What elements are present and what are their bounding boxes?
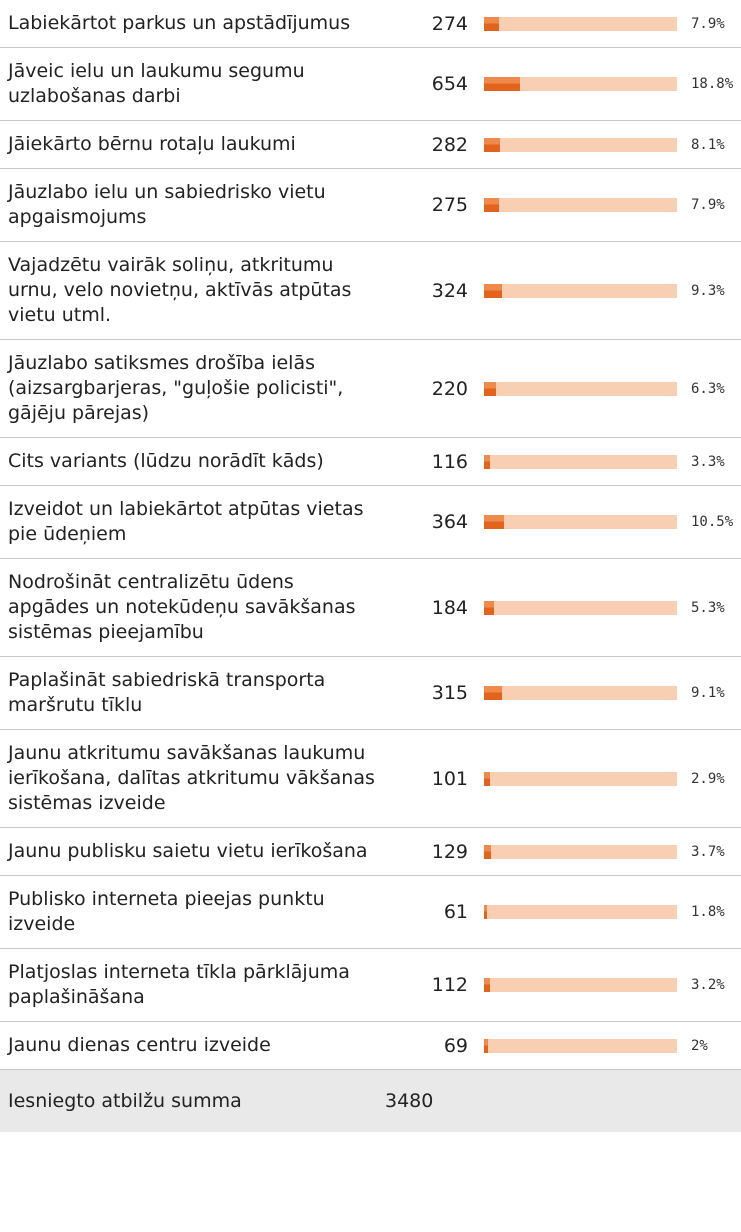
bar-fill — [484, 515, 505, 529]
bar-fill — [484, 844, 492, 859]
footer-row: Iesniegto atbilžu summa 3480 — [0, 1070, 741, 1132]
option-count: 116 — [431, 450, 468, 473]
bar-fill — [484, 16, 500, 31]
bar-track — [484, 978, 677, 992]
option-percent: 8.1% — [691, 136, 725, 153]
option-label: Platjoslas interneta tīkla pārklājuma pa… — [8, 961, 350, 1008]
option-percent: 3.2% — [691, 977, 725, 993]
bar-track — [484, 515, 677, 529]
bar-track — [484, 1038, 677, 1053]
option-label: Jaunu atkritumu savākšanas laukumu ierīk… — [8, 742, 375, 814]
bar-track — [484, 16, 677, 31]
option-count: 101 — [431, 767, 468, 790]
option-percent: 5.3% — [691, 599, 725, 616]
result-row: Jāiekārto bērnu rotaļu laukumi 282 8.1% — [0, 121, 741, 169]
result-row: Nodrošināt centralizētu ūdens apgādes un… — [0, 559, 741, 657]
option-label: Jaunu publisku saietu vietu ierīkošana — [8, 840, 368, 862]
option-label: Nodrošināt centralizētu ūdens apgādes un… — [8, 571, 356, 643]
option-count: 324 — [431, 279, 468, 302]
bar-track — [484, 844, 677, 859]
option-count: 654 — [431, 73, 468, 95]
bar-fill — [484, 77, 521, 91]
result-row: Labiekārtot parkus un apstādījumus 274 7.9… — [0, 0, 741, 48]
bar-track — [484, 283, 677, 298]
option-label: Vajadzētu vairāk soliņu, atkritumu urnu,… — [8, 254, 352, 326]
option-label: Jāiekārto bērnu rotaļu laukumi — [8, 133, 296, 155]
option-count: 129 — [431, 840, 468, 863]
option-percent: 6.3% — [691, 380, 725, 397]
option-label: Paplašināt sabiedriskā transporta maršru… — [8, 669, 326, 716]
results-table: Labiekārtot parkus un apstādījumus 274 7.9… — [0, 0, 741, 1070]
option-label: Jāveic ielu un laukumu segumu uzlabošana… — [8, 60, 305, 107]
option-percent: 18.8% — [691, 76, 734, 92]
option-percent: 2.9% — [691, 770, 725, 787]
bar-track — [484, 77, 677, 91]
option-label: Jāuzlabo satiksmes drošība ielās (aizsar… — [8, 352, 344, 424]
result-row: Platjoslas interneta tīkla pārklājuma pa… — [0, 949, 741, 1022]
option-percent: 10.5% — [691, 514, 734, 530]
result-row: Cits variants (lūdzu norādīt kāds) 116 3.3… — [0, 438, 741, 486]
option-percent: 9.1% — [691, 685, 725, 701]
option-label: Jaunu dienas centru izveide — [8, 1034, 271, 1056]
option-count: 315 — [431, 682, 468, 704]
bar-fill — [484, 600, 495, 615]
bar-fill — [484, 454, 491, 469]
bar-track — [484, 686, 677, 700]
option-count: 69 — [443, 1034, 468, 1057]
option-label: Labiekārtot parkus un apstādījumus — [8, 12, 351, 34]
option-label: Publisko interneta pieejas punktu izveid… — [8, 888, 325, 935]
option-count: 274 — [431, 12, 468, 35]
result-row: Jāuzlabo ielu un sabiedrisko vietu apgai… — [0, 169, 741, 242]
option-count: 275 — [431, 194, 468, 216]
result-row: Paplašināt sabiedriskā transporta maršru… — [0, 657, 741, 730]
footer-count: 3480 — [385, 1090, 434, 1112]
bar-fill — [484, 1038, 488, 1053]
footer-label: Iesniegto atbilžu summa — [8, 1089, 242, 1112]
option-percent: 1.8% — [691, 904, 725, 920]
result-row: Jaunu dienas centru izveide 69 2% — [0, 1022, 741, 1070]
option-label: Jāuzlabo ielu un sabiedrisko vietu apgai… — [8, 181, 326, 228]
option-percent: 2% — [691, 1037, 708, 1054]
option-percent: 3.3% — [691, 453, 725, 470]
bar-fill — [484, 905, 488, 919]
bar-fill — [484, 283, 502, 298]
option-count: 364 — [431, 511, 468, 533]
bar-track — [484, 771, 677, 786]
result-row: Jāuzlabo satiksmes drošība ielās (aizsar… — [0, 340, 741, 438]
bar-fill — [484, 137, 500, 152]
result-row: Jāveic ielu un laukumu segumu uzlabošana… — [0, 48, 741, 121]
option-count: 282 — [431, 133, 468, 156]
bar-track — [484, 905, 677, 919]
bar-fill — [484, 198, 500, 212]
option-label: Izveidot un labiekārtot atpūtas vietas p… — [8, 498, 364, 545]
bar-fill — [484, 686, 502, 700]
option-percent: 7.9% — [691, 15, 725, 32]
bar-track — [484, 381, 677, 396]
bar-fill — [484, 381, 497, 396]
option-percent: 7.9% — [691, 197, 725, 213]
result-row: Jaunu atkritumu savākšanas laukumu ierīk… — [0, 730, 741, 828]
bar-fill — [484, 978, 491, 992]
result-row: Publisko interneta pieejas punktu izveid… — [0, 876, 741, 949]
option-count: 112 — [431, 974, 468, 996]
result-row: Izveidot un labiekārtot atpūtas vietas p… — [0, 486, 741, 559]
option-count: 184 — [431, 596, 468, 619]
option-percent: 3.7% — [691, 843, 725, 860]
option-label: Cits variants (lūdzu norādīt kāds) — [8, 450, 324, 472]
option-count: 61 — [443, 901, 468, 923]
option-percent: 9.3% — [691, 282, 725, 299]
bar-fill — [484, 771, 490, 786]
result-row: Vajadzētu vairāk soliņu, atkritumu urnu,… — [0, 242, 741, 340]
result-row: Jaunu publisku saietu vietu ierīkošana 12… — [0, 828, 741, 876]
bar-track — [484, 137, 677, 152]
option-count: 220 — [431, 377, 468, 400]
bar-track — [484, 600, 677, 615]
bar-track — [484, 198, 677, 212]
bar-track — [484, 454, 677, 469]
